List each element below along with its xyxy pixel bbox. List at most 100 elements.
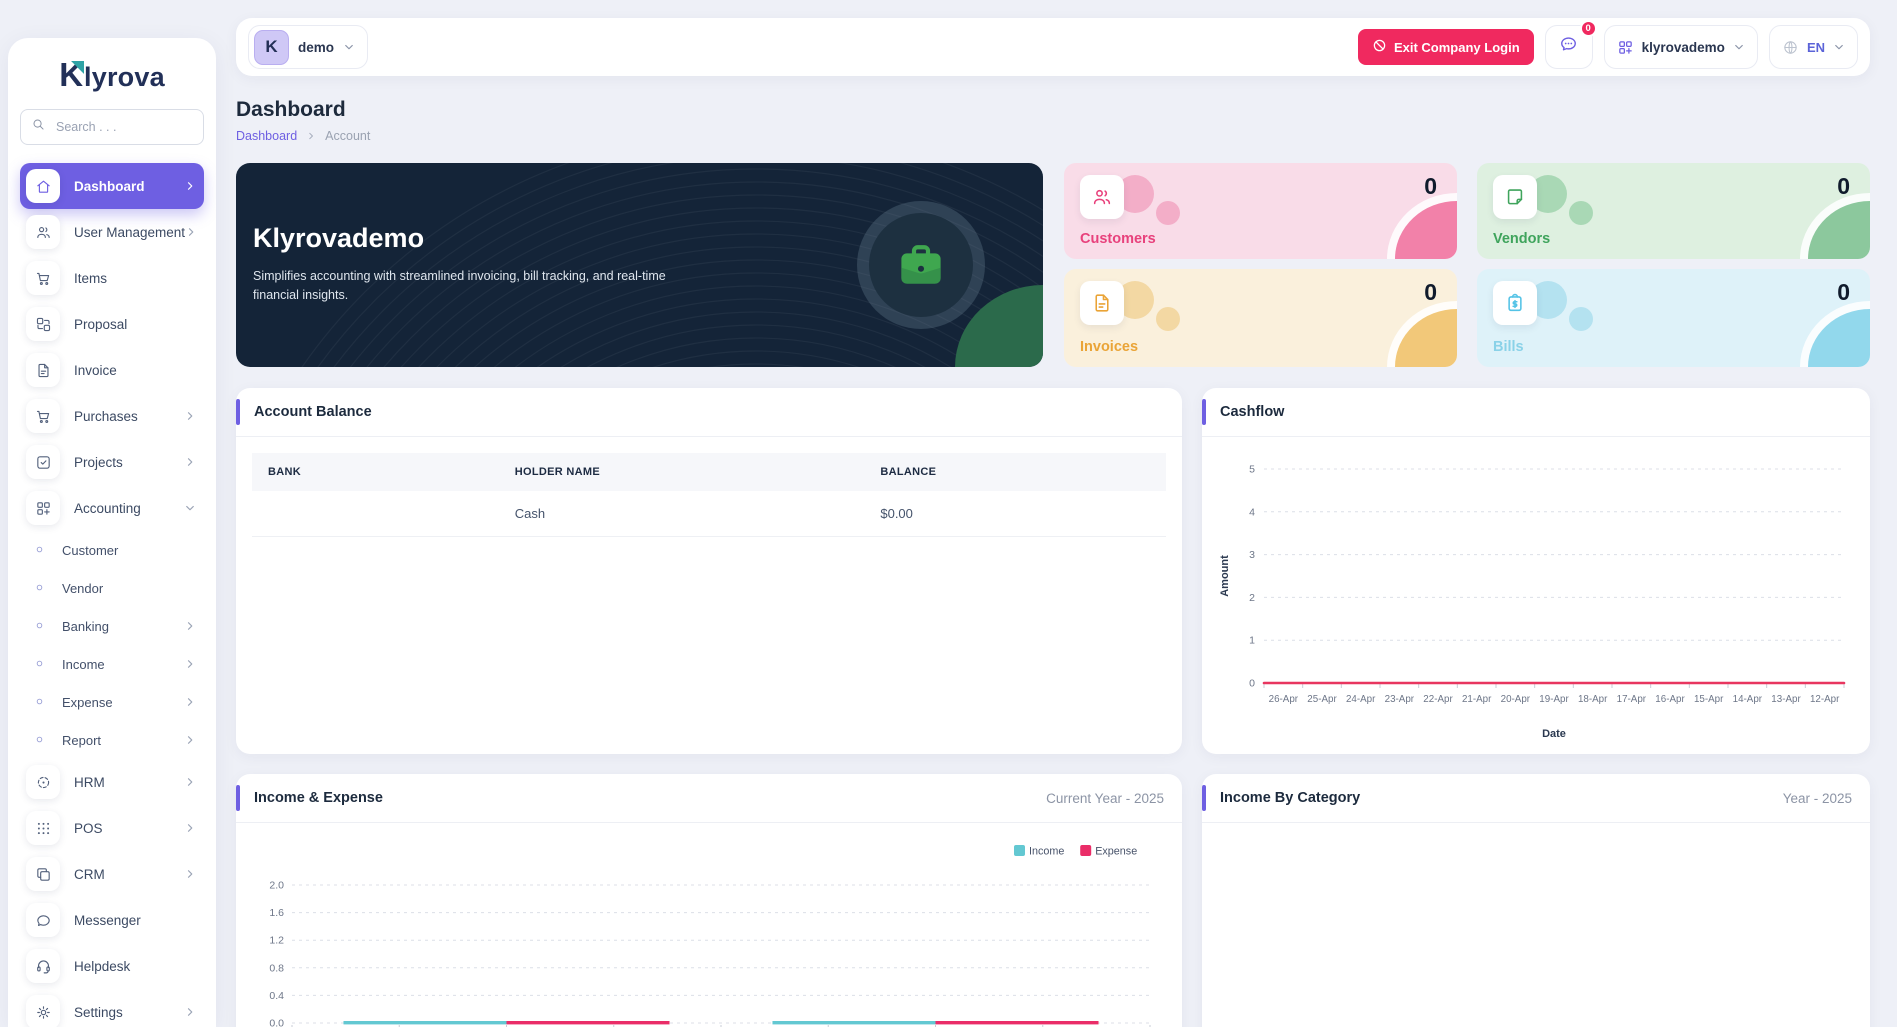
svg-text:5: 5 xyxy=(1249,464,1255,476)
sidebar-item-messenger[interactable]: Messenger xyxy=(20,897,204,943)
sidebar-item-user-management[interactable]: User Management xyxy=(20,209,204,255)
workspace-name: klyrovademo xyxy=(1641,39,1725,55)
stat-card-vendors[interactable]: 0 Vendors xyxy=(1477,163,1870,259)
company-name: demo xyxy=(298,39,335,55)
sidebar-item-helpdesk[interactable]: Helpdesk xyxy=(20,943,204,989)
stat-value: 0 xyxy=(1424,279,1437,305)
sidebar-item-projects[interactable]: Projects xyxy=(20,439,204,485)
chevron-right-icon xyxy=(184,822,196,834)
sidebar-item-settings[interactable]: Settings xyxy=(20,989,204,1027)
chevron-right-icon xyxy=(184,734,196,746)
svg-text:25-Apr: 25-Apr xyxy=(1307,694,1337,705)
language-selector[interactable]: EN xyxy=(1768,25,1858,69)
panel-header: Cashflow xyxy=(1202,388,1870,437)
sidebar-item-label: Banking xyxy=(62,618,109,634)
sidebar-item-label: Report xyxy=(62,732,102,748)
workspace-selector[interactable]: klyrovademo xyxy=(1603,25,1758,69)
notifications-button[interactable]: 0 xyxy=(1544,20,1597,69)
svg-text:Amount: Amount xyxy=(1219,555,1231,597)
svg-text:19-Apr: 19-Apr xyxy=(1539,694,1569,705)
sidebar-item-customer[interactable]: Customer xyxy=(20,531,204,569)
chevron-right-icon xyxy=(184,868,196,880)
income-bar xyxy=(772,1021,936,1025)
sidebar-item-label: Vendor xyxy=(62,580,104,596)
panel-title: Account Balance xyxy=(254,404,372,420)
grid-plus-icon xyxy=(26,491,60,525)
table-column-header: BALANCE xyxy=(864,453,1166,491)
sidebar-item-label: Projects xyxy=(74,454,123,470)
sidebar-item-crm[interactable]: CRM xyxy=(20,851,204,897)
chevron-down-icon xyxy=(1733,41,1745,53)
sidebar-item-items[interactable]: Items xyxy=(20,255,204,301)
account-balance-panel: Account Balance BANK HOLDER NAME BALANCE C… xyxy=(236,388,1182,754)
sidebar-item-income[interactable]: Income xyxy=(20,645,204,683)
decor-quarter xyxy=(1808,201,1870,259)
sidebar-item-purchases[interactable]: Purchases xyxy=(20,393,204,439)
sidebar-item-invoice[interactable]: Invoice xyxy=(20,347,204,393)
svg-text:13-Apr: 13-Apr xyxy=(1771,694,1801,705)
sidebar-item-pos[interactable]: POS xyxy=(20,805,204,851)
summary-row: Klyrovademo Simplifies accounting with s… xyxy=(236,163,1870,367)
sidebar-item-report[interactable]: Report xyxy=(20,721,204,759)
sidebar-item-label: Items xyxy=(74,270,108,286)
svg-text:Date: Date xyxy=(1542,728,1566,740)
svg-text:14-Apr: 14-Apr xyxy=(1733,694,1763,705)
stat-card-bills[interactable]: 0 Bills xyxy=(1477,269,1870,367)
dots-grid-icon xyxy=(26,811,60,845)
briefcase-badge xyxy=(857,201,985,329)
chevron-right-icon xyxy=(184,456,196,468)
sidebar-item-label: Purchases xyxy=(74,408,138,424)
panel-title: Income By Category xyxy=(1220,790,1361,806)
chevron-right-icon xyxy=(184,776,196,788)
chevron-right-icon xyxy=(184,410,196,422)
sidebar-item-proposal[interactable]: Proposal xyxy=(20,301,204,347)
income-expense-svg: IncomeExpense2.01.61.20.80.40.0JanuaryFe… xyxy=(269,845,1151,1027)
bullet-circle-icon xyxy=(34,620,46,632)
sidebar-item-label: User Management xyxy=(74,224,186,240)
stat-card-invoices[interactable]: 0 Invoices xyxy=(1064,269,1457,367)
search-icon xyxy=(31,117,46,137)
decor-bubble xyxy=(1156,307,1180,331)
decor-bubble xyxy=(1156,201,1180,225)
company-selector[interactable]: K demo xyxy=(248,25,369,69)
stat-card-customers[interactable]: 0 Customers xyxy=(1064,163,1457,259)
decor-quarter xyxy=(1395,309,1457,367)
exit-company-login-button[interactable]: Exit Company Login xyxy=(1357,29,1534,65)
panel-header: Income & Expense Current Year - 2025 xyxy=(236,774,1182,823)
sidebar-item-label: Invoice xyxy=(74,362,117,378)
chevron-right-icon xyxy=(184,1006,196,1018)
sidebar-item-banking[interactable]: Banking xyxy=(20,607,204,645)
stat-label: Vendors xyxy=(1493,231,1551,247)
sidebar-nav: Dashboard User Management Items Proposal Inv… xyxy=(20,163,204,1027)
sidebar-item-label: Proposal xyxy=(74,316,128,332)
sidebar-item-expense[interactable]: Expense xyxy=(20,683,204,721)
account-balance-table: BANK HOLDER NAME BALANCE Cash $0.00 xyxy=(252,453,1166,537)
sidebar-item-label: CRM xyxy=(74,866,105,882)
svg-text:21-Apr: 21-Apr xyxy=(1462,694,1492,705)
breadcrumb-dashboard[interactable]: Dashboard xyxy=(236,129,298,143)
sidebar-item-dashboard[interactable]: Dashboard xyxy=(20,163,204,209)
sidebar-item-label: Helpdesk xyxy=(74,958,131,974)
svg-text:0.0: 0.0 xyxy=(269,1018,284,1027)
brand-logo[interactable]: K lyrova xyxy=(20,58,204,93)
clipboard-dollar-icon xyxy=(1493,281,1537,325)
chevron-right-icon xyxy=(184,620,196,632)
stat-label: Bills xyxy=(1493,339,1524,355)
sidebar-item-label: Dashboard xyxy=(74,178,145,194)
bullet-circle-icon xyxy=(34,544,46,556)
svg-text:2: 2 xyxy=(1249,592,1255,604)
bottom-row: Income & Expense Current Year - 2025 Inc… xyxy=(236,774,1870,1027)
sidebar-item-label: Messenger xyxy=(74,912,141,928)
search-input[interactable] xyxy=(54,119,193,135)
bullet-circle-icon xyxy=(34,658,46,670)
topbar: K demo Exit Company Login 0 klyrovademo xyxy=(236,18,1870,76)
table-column-header: BANK xyxy=(252,453,499,491)
sidebar-item-accounting[interactable]: Accounting xyxy=(20,485,204,531)
sidebar-item-hrm[interactable]: HRM xyxy=(20,759,204,805)
svg-text:1: 1 xyxy=(1249,635,1255,647)
sidebar-item-vendor[interactable]: Vendor xyxy=(20,569,204,607)
chevron-down-icon xyxy=(184,502,196,514)
banner-decoration xyxy=(301,163,1043,367)
chevron-right-icon xyxy=(306,131,316,141)
banner-subtitle: Simplifies accounting with streamlined i… xyxy=(253,269,666,302)
